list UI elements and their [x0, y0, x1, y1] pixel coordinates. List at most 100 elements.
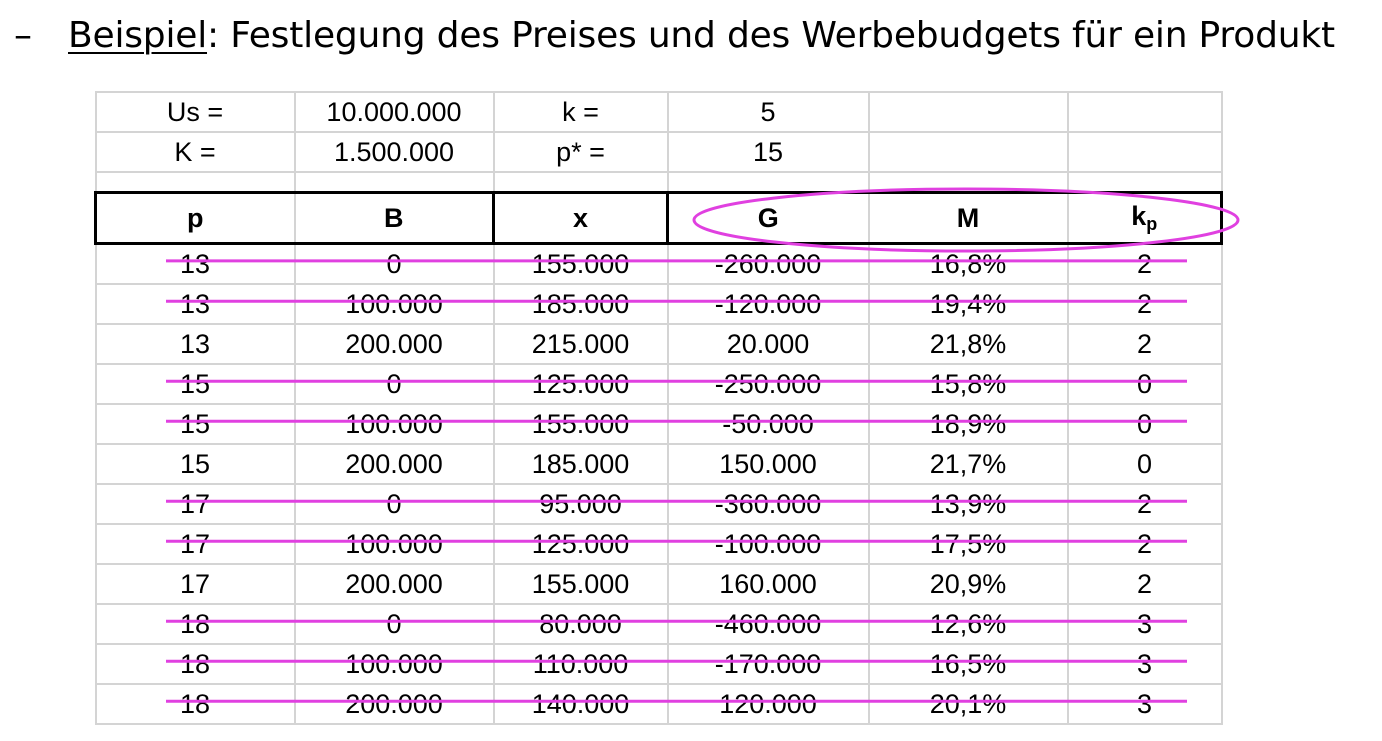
table-row: 18 200.000 140.000 120.000 20,1% 3	[94, 683, 1223, 725]
table-cell: 0	[1066, 363, 1223, 405]
param-value-pstar: 15	[666, 131, 870, 173]
table-cell: 100.000	[293, 403, 495, 445]
param-value-k: 5	[666, 91, 870, 133]
param-value-us: 10.000.000	[293, 91, 495, 133]
table-cell: 200.000	[293, 443, 495, 485]
table-cell: 3	[1066, 683, 1223, 725]
column-header-g: G	[666, 191, 870, 245]
table-row: 17 100.000 125.000 -100.000 17,5% 2	[94, 523, 1223, 565]
table-cell: 200.000	[293, 683, 495, 725]
table-row: 13 0 155.000 -260.000 16,8% 2	[94, 242, 1223, 285]
table-cell: -250.000	[666, 363, 870, 405]
headline-text: : Festlegung des Preises und des Werbebu…	[207, 15, 1335, 56]
column-header-row: p B x G M kp	[94, 191, 1223, 245]
data-rows: 13 0 155.000 -260.000 16,8% 2 13 100.000 185.000…	[94, 242, 1223, 725]
table-row: 17 0 95.000 -360.000 13,9% 2	[94, 483, 1223, 525]
table-cell: 215.000	[492, 323, 669, 365]
table-cell: 18,9%	[867, 403, 1069, 445]
table-cell: 13,9%	[867, 483, 1069, 525]
column-header-x: x	[492, 191, 669, 245]
param-label-pstar: p* =	[492, 131, 669, 173]
table-cell: 185.000	[492, 283, 669, 325]
param-label-us: Us =	[94, 91, 296, 133]
table-cell: 200.000	[293, 563, 495, 605]
table-cell: 125.000	[492, 523, 669, 565]
table-cell: 15	[94, 403, 296, 445]
table-cell: 140.000	[492, 683, 669, 725]
table-cell: 2	[1066, 283, 1223, 325]
table-cell: 100.000	[293, 283, 495, 325]
table-row: 17 200.000 155.000 160.000 20,9% 2	[94, 563, 1223, 605]
table-cell: 17	[94, 563, 296, 605]
table-cell: 16,5%	[867, 643, 1069, 685]
table-row: 18 0 80.000 -460.000 12,6% 3	[94, 603, 1223, 645]
table-cell: 13	[94, 323, 296, 365]
table-cell: 15	[94, 363, 296, 405]
table-cell: 15,8%	[867, 363, 1069, 405]
table-cell: -50.000	[666, 403, 870, 445]
table-cell: 17,5%	[867, 523, 1069, 565]
param-label-fixcost: K =	[94, 131, 296, 173]
spreadsheet-table: Us = 10.000.000 k = 5 K = 1.500.000 p* =…	[94, 91, 1223, 725]
table-cell: 0	[293, 242, 495, 285]
empty-cell	[1066, 91, 1223, 133]
table-row: 15 100.000 155.000 -50.000 18,9% 0	[94, 403, 1223, 445]
table-cell: 2	[1066, 523, 1223, 565]
parameter-row: Us = 10.000.000 k = 5	[94, 91, 1223, 133]
table-cell: 20.000	[666, 323, 870, 365]
table-row: 13 100.000 185.000 -120.000 19,4% 2	[94, 283, 1223, 325]
table-cell: 155.000	[492, 563, 669, 605]
table-cell: 100.000	[293, 643, 495, 685]
table-cell: 0	[1066, 403, 1223, 445]
table-cell: -260.000	[666, 242, 870, 285]
parameter-row: K = 1.500.000 p* = 15	[94, 131, 1223, 173]
column-header-b: B	[293, 191, 495, 245]
table-cell: 0	[1066, 443, 1223, 485]
column-header-p: p	[94, 191, 296, 245]
table-cell: 2	[1066, 483, 1223, 525]
table-cell: -100.000	[666, 523, 870, 565]
table-cell: 18	[94, 603, 296, 645]
table-cell: 2	[1066, 323, 1223, 365]
table-cell: 200.000	[293, 323, 495, 365]
param-value-fixcost: 1.500.000	[293, 131, 495, 173]
table-cell: 15	[94, 443, 296, 485]
table-cell: 185.000	[492, 443, 669, 485]
slide-headline: – Beispiel: Festlegung des Preises und de…	[14, 10, 1335, 62]
table-cell: 13	[94, 242, 296, 285]
bullet-dash: –	[14, 15, 32, 56]
empty-cell	[867, 131, 1069, 173]
table-cell: 155.000	[492, 242, 669, 285]
spacer-row	[94, 171, 1223, 194]
table-cell: 0	[293, 483, 495, 525]
table-row: 13 200.000 215.000 20.000 21,8% 2	[94, 323, 1223, 365]
table-cell: 95.000	[492, 483, 669, 525]
table-row: 15 200.000 185.000 150.000 21,7% 0	[94, 443, 1223, 485]
empty-cell	[867, 91, 1069, 133]
table-cell: 20,9%	[867, 563, 1069, 605]
table-cell: 110.000	[492, 643, 669, 685]
table-row: 15 0 125.000 -250.000 15,8% 0	[94, 363, 1223, 405]
table-cell: 100.000	[293, 523, 495, 565]
column-header-m: M	[867, 191, 1069, 245]
table-cell: 18	[94, 643, 296, 685]
table-cell: 18	[94, 683, 296, 725]
table-cell: 21,7%	[867, 443, 1069, 485]
table-cell: 19,4%	[867, 283, 1069, 325]
table-cell: -460.000	[666, 603, 870, 645]
table-cell: 17	[94, 483, 296, 525]
empty-cell	[1066, 131, 1223, 173]
table-cell: -120.000	[666, 283, 870, 325]
table-cell: 80.000	[492, 603, 669, 645]
table-cell: 3	[1066, 643, 1223, 685]
table-cell: 12,6%	[867, 603, 1069, 645]
table-row: 18 100.000 110.000 -170.000 16,5% 3	[94, 643, 1223, 685]
table-cell: 17	[94, 523, 296, 565]
table-cell: 2	[1066, 563, 1223, 605]
table-cell: 16,8%	[867, 242, 1069, 285]
table-cell: -170.000	[666, 643, 870, 685]
headline-keyword: Beispiel	[68, 15, 208, 56]
table-cell: 125.000	[492, 363, 669, 405]
table-cell: 155.000	[492, 403, 669, 445]
table-cell: -360.000	[666, 483, 870, 525]
